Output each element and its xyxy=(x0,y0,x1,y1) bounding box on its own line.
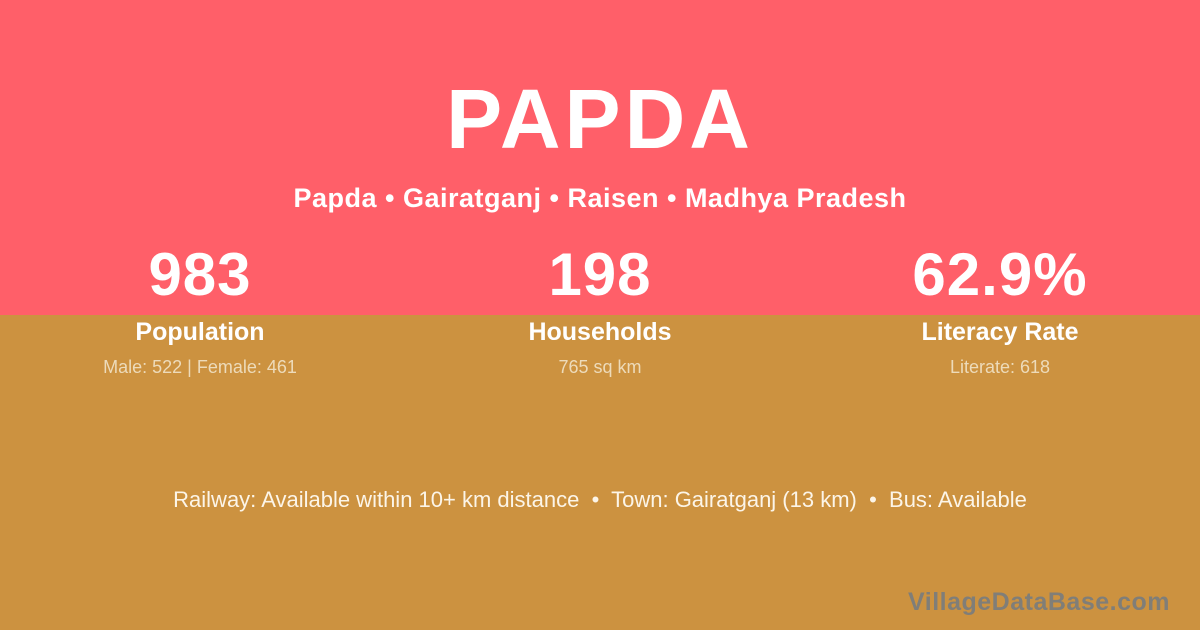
stat-label: Population xyxy=(135,318,265,346)
stat-literacy-rate: 62.9% Literacy Rate Literate: 618 xyxy=(800,241,1200,378)
stat-value: 62.9% xyxy=(912,241,1088,308)
stats-row: 983 Population Male: 522 | Female: 461 1… xyxy=(0,241,1200,378)
stat-detail: Male: 522 | Female: 461 xyxy=(103,357,297,377)
stat-value: 983 xyxy=(148,241,252,308)
stat-value: 198 xyxy=(548,241,652,308)
transport-info-line: Railway: Available within 10+ km distanc… xyxy=(173,487,1027,512)
stat-detail: 765 sq km xyxy=(558,357,642,377)
bottom-band-background xyxy=(0,315,1200,630)
top-band-background xyxy=(0,0,1200,315)
village-title: PAPDA xyxy=(446,72,754,166)
stat-label: Literacy Rate xyxy=(921,318,1079,346)
stat-label: Households xyxy=(528,318,672,346)
watermark-brand: VillageDataBase.com xyxy=(908,588,1170,616)
breadcrumb-location: Papda • Gairatganj • Raisen • Madhya Pra… xyxy=(293,183,907,213)
stat-population: 983 Population Male: 522 | Female: 461 xyxy=(0,241,400,378)
stat-detail: Literate: 618 xyxy=(949,357,1051,377)
stat-households: 198 Households 765 sq km xyxy=(400,241,800,378)
